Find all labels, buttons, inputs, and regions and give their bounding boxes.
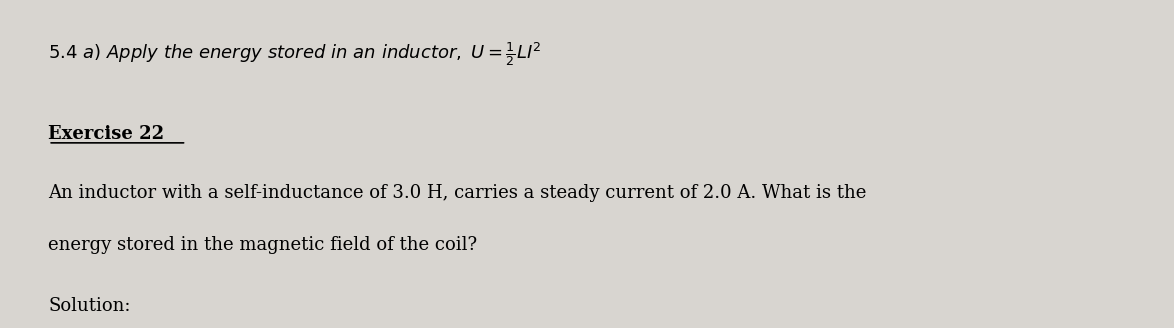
Text: An inductor with a self-inductance of 3.0 H, carries a steady current of 2.0 A. : An inductor with a self-inductance of 3.… <box>48 183 866 201</box>
Text: $\it{5.4\ a)\ Apply\ the\ energy\ stored\ in\ an\ inductor,\ }$$U = \frac{1}{2}L: $\it{5.4\ a)\ Apply\ the\ energy\ stored… <box>48 40 542 68</box>
Text: Solution:: Solution: <box>48 297 130 315</box>
Text: Exercise 22: Exercise 22 <box>48 125 164 143</box>
Text: energy stored in the magnetic field of the coil?: energy stored in the magnetic field of t… <box>48 236 478 254</box>
